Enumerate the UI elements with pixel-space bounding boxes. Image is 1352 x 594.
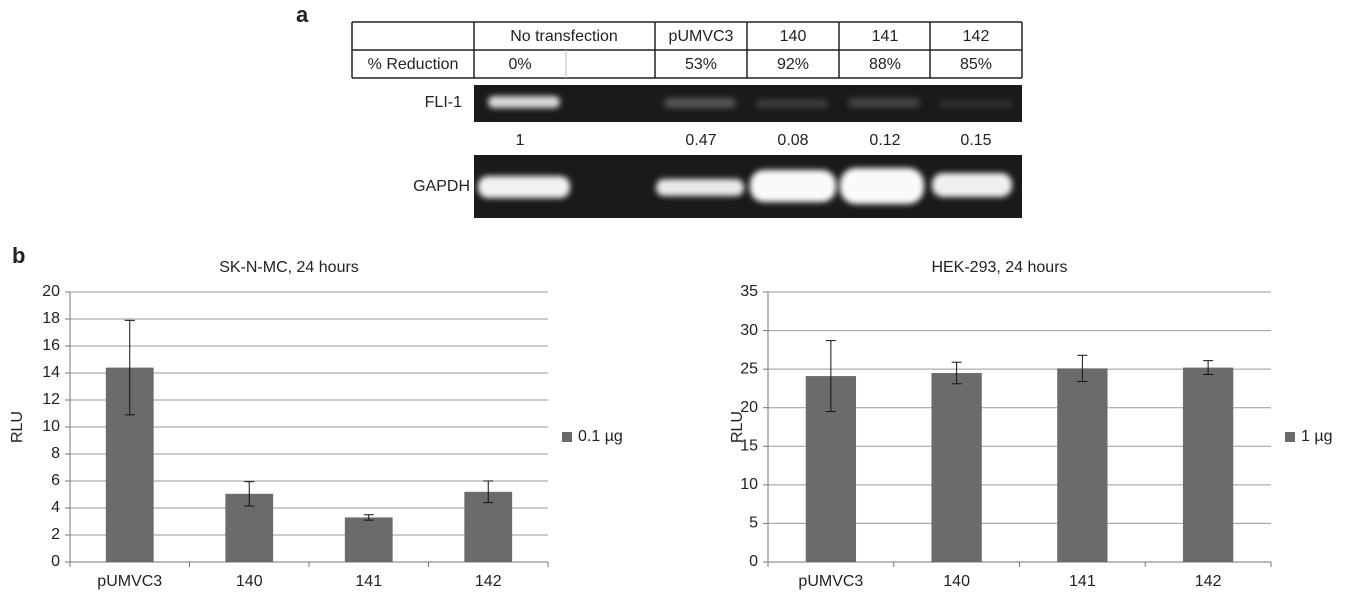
y-tick-label: 25	[740, 360, 758, 377]
y-axis-label: RLU	[9, 411, 26, 443]
bar	[1057, 368, 1107, 562]
quantification: 0.15	[960, 132, 991, 149]
header-cell: pUMVC3	[669, 28, 734, 45]
table-row: % Reduction 0% 53% 92% 88% 85%	[368, 56, 992, 73]
row-cell: 53%	[685, 56, 717, 73]
y-tick-label: 15	[740, 438, 758, 455]
y-tick-label: 12	[42, 391, 60, 408]
table-header: No transfection pUMVC3 140 141 142	[510, 28, 989, 45]
row-cell: 88%	[869, 56, 901, 73]
y-tick-label: 10	[42, 418, 60, 435]
header-cell: 140	[780, 28, 807, 45]
row-cell: % Reduction	[368, 56, 459, 73]
blot-label: GAPDH	[413, 178, 470, 195]
y-tick-label: 0	[749, 553, 758, 570]
panel-label: b	[12, 243, 25, 268]
header-cell: No transfection	[510, 28, 618, 45]
y-tick-label: 20	[740, 399, 758, 416]
legend-label: 0.1 µg	[578, 428, 623, 445]
y-tick-label: 4	[51, 499, 60, 516]
x-tick-label: 141	[1069, 573, 1096, 590]
blot-gapdh	[474, 155, 1022, 218]
blot-fli1	[474, 85, 1022, 122]
x-tick-label: 140	[943, 573, 970, 590]
x-tick-label: pUMVC3	[798, 573, 863, 590]
x-tick-label: 142	[475, 573, 502, 590]
x-tick-label: pUMVC3	[97, 573, 162, 590]
page: a No transfection pUMVC3 140 141 142 % R…	[0, 0, 1352, 594]
y-tick-label: 35	[740, 283, 758, 300]
quantification: 0.47	[685, 132, 716, 149]
chart-title: HEK-293, 24 hours	[931, 259, 1067, 276]
row-cell: 92%	[777, 56, 809, 73]
row-cell: 0%	[508, 56, 531, 73]
bar	[931, 373, 981, 562]
legend-swatch	[1285, 432, 1295, 442]
bar	[345, 517, 393, 562]
y-tick-label: 14	[42, 364, 60, 381]
y-tick-label: 16	[42, 337, 60, 354]
row-cell: 85%	[960, 56, 992, 73]
header-cell: 141	[872, 28, 899, 45]
y-tick-label: 6	[51, 472, 60, 489]
x-tick-label: 140	[236, 573, 263, 590]
y-tick-label: 8	[51, 445, 60, 462]
blot-label: FLI-1	[425, 94, 462, 111]
y-tick-label: 5	[749, 515, 758, 532]
figure: a No transfection pUMVC3 140 141 142 % R…	[0, 0, 1352, 594]
x-tick-label: 141	[355, 573, 382, 590]
quantification: 0.12	[869, 132, 900, 149]
y-tick-label: 0	[51, 553, 60, 570]
legend-label: 1 µg	[1301, 428, 1332, 445]
y-tick-label: 2	[51, 526, 60, 543]
quantification: 1	[516, 132, 525, 149]
bar	[1183, 368, 1233, 562]
quantification: 0.08	[777, 132, 808, 149]
header-cell: 142	[963, 28, 990, 45]
y-tick-label: 18	[42, 310, 60, 327]
legend-swatch	[562, 432, 572, 442]
panel-label: a	[296, 2, 309, 27]
x-tick-label: 142	[1195, 573, 1222, 590]
y-tick-label: 20	[42, 283, 60, 300]
y-tick-label: 30	[740, 322, 758, 339]
quantification-row: 1 0.47 0.08 0.12 0.15	[516, 132, 992, 149]
y-tick-label: 10	[740, 476, 758, 493]
chart-title: SK-N-MC, 24 hours	[219, 259, 359, 276]
